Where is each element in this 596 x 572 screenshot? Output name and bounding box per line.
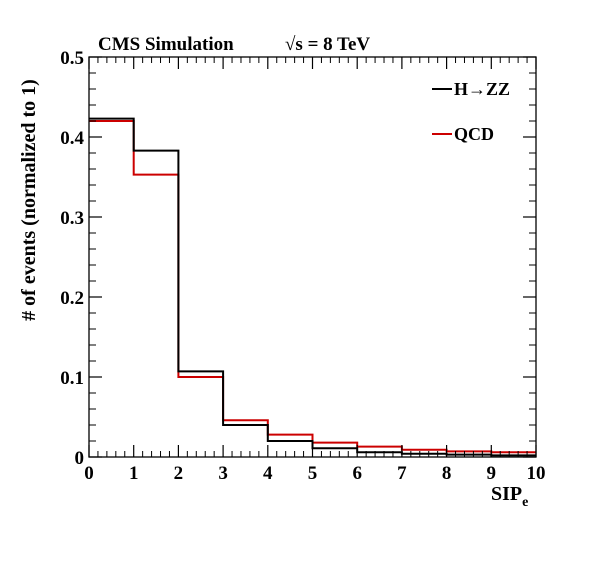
x-tick-label: 2: [174, 463, 184, 484]
x-tick-label: 5: [308, 463, 318, 484]
x-tick-label: 3: [218, 463, 228, 484]
plot-frame: [88, 56, 537, 458]
legend-label-qcd: QCD: [454, 124, 494, 144]
sqrt-s-symbol: √s: [285, 34, 303, 55]
x-tick-label: 10: [527, 463, 546, 484]
plot-area: [89, 117, 536, 457]
y-tick-label: 0.4: [60, 128, 84, 149]
x-tick-label: 4: [263, 463, 273, 484]
x-tick-label: 0: [84, 463, 94, 484]
y-axis-label: # of events (normalized to 1): [18, 79, 40, 321]
legend-label-hzz: H→ZZ: [454, 79, 510, 99]
x-tick-label: 6: [352, 463, 362, 484]
y-tick-label: 0.1: [60, 368, 84, 389]
chart-title-left: CMS Simulation: [98, 34, 234, 55]
series-line-qcd: [89, 120, 536, 454]
x-axis-label: SIPe: [491, 483, 528, 510]
axis-ticks: 0 1 2 3 4 5 6 7 8 9 10 0 0.1 0.2 0.3 0.4 0.5: [60, 48, 545, 484]
series-line-hzz: [89, 117, 536, 457]
energy-value: = 8 TeV: [303, 34, 371, 55]
y-tick-label: 0.2: [60, 288, 84, 309]
y-tick-label: 0: [75, 448, 85, 469]
chart-title-energy: √s = 8 TeV: [285, 34, 370, 55]
x-axis-label-main: SIP: [491, 483, 522, 505]
x-tick-label: 9: [487, 463, 497, 484]
x-tick-label: 7: [397, 463, 407, 484]
x-tick-label: 8: [442, 463, 452, 484]
y-tick-label: 0.3: [60, 208, 84, 229]
x-tick-label: 1: [129, 463, 139, 484]
legend: H→ZZ QCD: [432, 79, 510, 144]
x-axis-label-subscript: e: [522, 495, 528, 510]
y-tick-label: 0.5: [60, 48, 84, 69]
